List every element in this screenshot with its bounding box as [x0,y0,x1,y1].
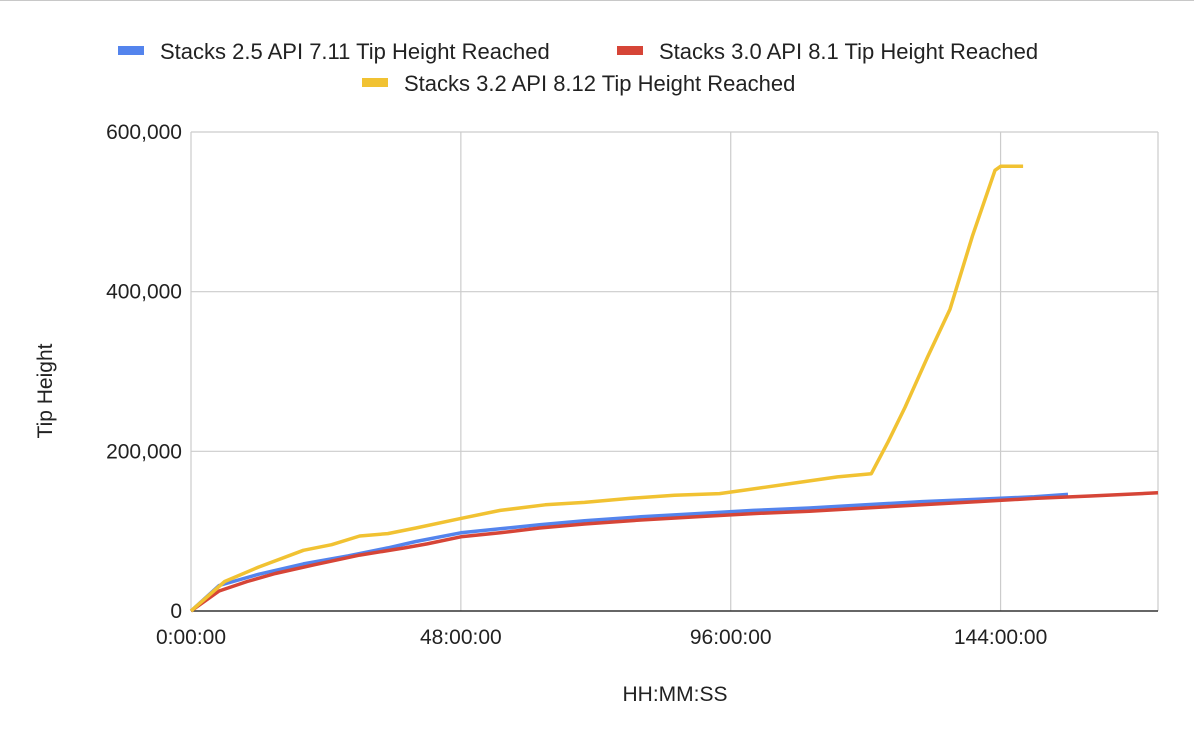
y-axis-title: Tip Height [34,343,57,438]
x-tick-label: 96:00:00 [690,626,772,649]
axes: 0 200,000 400,000 600,000 0:00:00 48:00:00 96:… [106,121,1158,649]
legend-swatch-3 [362,78,388,87]
series-line-1 [189,492,1069,613]
legend-swatch-1 [118,46,144,55]
legend-label-1: Stacks 2.5 API 7.11 Tip Height Reached [160,39,550,64]
series-line-3 [189,164,1024,613]
series-line-2 [189,491,1159,613]
y-tick-label: 400,000 [106,281,182,304]
series-lines [189,164,1159,613]
x-tick-label: 144:00:00 [954,626,1047,649]
y-tick-label: 600,000 [106,121,182,144]
y-tick-label: 200,000 [106,440,182,463]
y-tick-label: 0 [170,600,182,623]
legend: Stacks 2.5 API 7.11 Tip Height Reached St… [118,39,1038,96]
x-tick-label: 0:00:00 [156,626,226,649]
gridlines [190,131,1159,611]
x-tick-label: 48:00:00 [420,626,502,649]
legend-label-3: Stacks 3.2 API 8.12 Tip Height Reached [404,71,795,96]
legend-label-2: Stacks 3.0 API 8.1 Tip Height Reached [659,39,1038,64]
legend-swatch-2 [617,46,643,55]
x-axis-title: HH:MM:SS [623,683,728,706]
